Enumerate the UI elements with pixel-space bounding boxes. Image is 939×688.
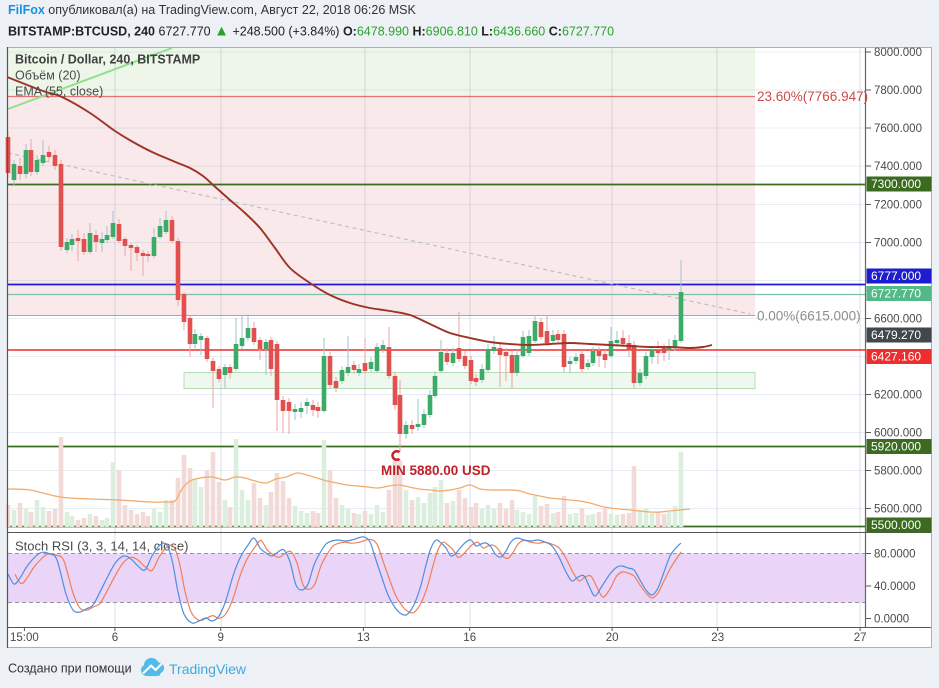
svg-text:20: 20 [606,632,619,644]
svg-text:MIN 5880.00 USD: MIN 5880.00 USD [381,463,491,478]
svg-text:6479.270: 6479.270 [871,328,921,342]
svg-text:FilFox опубликовал(а) на Tradi: FilFox опубликовал(а) на TradingView.com… [8,3,417,17]
svg-text:0.0000: 0.0000 [874,614,909,626]
svg-text:40.0000: 40.0000 [874,581,916,593]
svg-text:7300.000: 7300.000 [871,177,921,191]
svg-text:Bitcoin / Dollar, 240, BITSTAM: Bitcoin / Dollar, 240, BITSTAMP [15,53,200,67]
svg-text:5500.000: 5500.000 [871,518,921,532]
svg-text:6: 6 [112,632,118,644]
svg-text:7000.000: 7000.000 [874,238,922,250]
svg-text:27: 27 [854,632,867,644]
svg-text:Объём (20): Объём (20) [15,69,81,83]
svg-text:TradingView: TradingView [169,661,247,677]
svg-text:23: 23 [711,632,724,644]
svg-text:Stoch RSI (3, 3, 14, 14, close: Stoch RSI (3, 3, 14, 14, close) [15,539,188,554]
svg-text:BITSTAMP:BTCUSD, 240 6727.770: BITSTAMP:BTCUSD, 240 6727.770 ▲ +248.500… [8,23,614,40]
svg-text:Создано при помощи: Создано при помощи [8,662,132,676]
svg-text:EMA (55, close): EMA (55, close) [15,85,103,99]
svg-text:7400.000: 7400.000 [874,161,922,173]
svg-text:9: 9 [217,632,223,644]
svg-text:6600.000: 6600.000 [874,314,922,326]
svg-text:0.00%(6615.000): 0.00%(6615.000) [757,309,861,324]
svg-text:23.60%(7766.947): 23.60%(7766.947) [757,89,868,104]
svg-text:6727.770: 6727.770 [871,287,921,301]
svg-text:15:00: 15:00 [10,632,39,644]
svg-text:7600.000: 7600.000 [874,123,922,135]
svg-text:6427.160: 6427.160 [871,350,921,364]
svg-text:7200.000: 7200.000 [874,200,922,212]
svg-text:6777.000: 6777.000 [871,269,921,283]
svg-text:80.0000: 80.0000 [874,549,916,561]
svg-text:7800.000: 7800.000 [874,85,922,97]
svg-text:5800.000: 5800.000 [874,466,922,478]
svg-text:5600.000: 5600.000 [874,504,922,516]
svg-text:16: 16 [463,632,476,644]
svg-text:6200.000: 6200.000 [874,390,922,402]
svg-text:8000.000: 8000.000 [874,47,922,59]
svg-text:6000.000: 6000.000 [874,428,922,440]
svg-text:5920.000: 5920.000 [871,440,921,454]
svg-text:13: 13 [357,632,370,644]
